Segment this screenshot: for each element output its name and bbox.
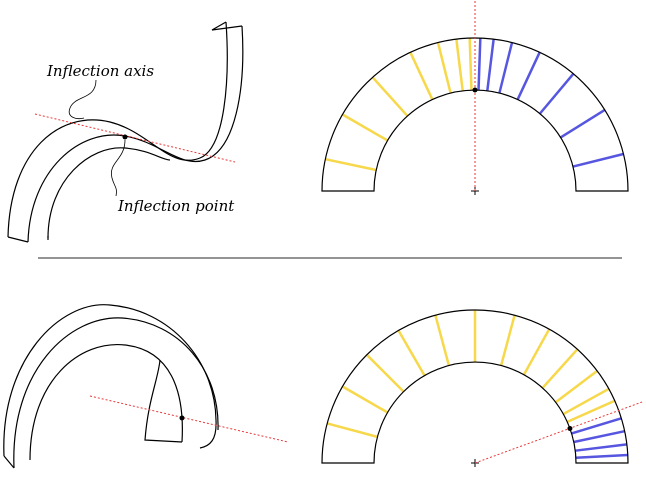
label-inflection-point: Inflection point bbox=[117, 197, 235, 215]
inflection-point-dot bbox=[122, 134, 128, 140]
inflection-axis bbox=[474, 401, 643, 464]
blue-ray bbox=[538, 72, 575, 115]
annulus-outline bbox=[321, 37, 629, 192]
yellow-ray bbox=[566, 399, 616, 424]
blue-ray bbox=[573, 429, 625, 444]
yellow-ray bbox=[326, 422, 378, 439]
annulus-bottom bbox=[321, 309, 643, 467]
blue-ray bbox=[477, 38, 482, 91]
blue-ray bbox=[575, 453, 628, 459]
yellow-ray bbox=[554, 369, 598, 404]
inflection-point-dot bbox=[567, 425, 573, 431]
yellow-ray bbox=[365, 353, 405, 393]
yellow-ray bbox=[341, 385, 389, 414]
blue-ray bbox=[559, 108, 606, 139]
label-inflection-axis: Inflection axis bbox=[46, 62, 154, 80]
yellow-ray bbox=[409, 51, 434, 100]
ribbon-top bbox=[7, 21, 244, 243]
yellow-ray bbox=[325, 157, 377, 172]
yellow-ray bbox=[541, 348, 579, 389]
yellow-ray bbox=[455, 38, 464, 91]
yellow-ray bbox=[499, 314, 516, 366]
yellow-ray bbox=[522, 328, 551, 376]
yellow-ray bbox=[434, 314, 451, 366]
yellow-ray bbox=[397, 329, 426, 377]
yellow-ray bbox=[468, 38, 473, 91]
blue-ray bbox=[571, 417, 622, 435]
ribbon-bottom bbox=[3, 304, 289, 469]
annulus-outline bbox=[321, 309, 629, 464]
blue-ray bbox=[498, 42, 514, 94]
blue-ray bbox=[516, 51, 541, 100]
inflection-point-dot bbox=[179, 415, 185, 421]
blue-ray bbox=[486, 38, 495, 91]
yellow-ray bbox=[562, 387, 610, 416]
inflection-point-dot bbox=[472, 87, 478, 93]
blue-ray bbox=[575, 443, 628, 452]
yellow-ray bbox=[436, 42, 452, 94]
annulus-top bbox=[321, 0, 629, 195]
blue-ray bbox=[572, 152, 624, 168]
yellow-ray bbox=[341, 113, 389, 142]
yellow-ray bbox=[371, 76, 409, 117]
